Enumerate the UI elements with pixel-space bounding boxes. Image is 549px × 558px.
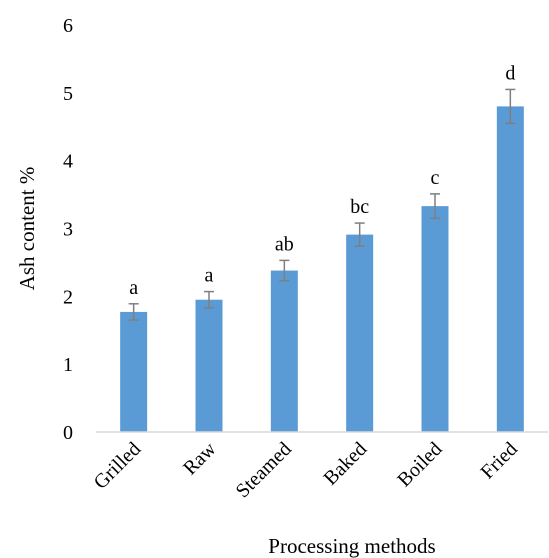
bar bbox=[195, 299, 223, 432]
significance-label: ab bbox=[275, 233, 294, 255]
y-tick-label: 4 bbox=[63, 151, 73, 173]
x-category-label: Baked bbox=[320, 438, 372, 490]
significance-label: a bbox=[205, 265, 214, 287]
error-bar bbox=[430, 193, 440, 220]
error-bars-group bbox=[128, 88, 516, 321]
bar bbox=[346, 234, 374, 432]
x-category-label: Steamed bbox=[232, 438, 296, 502]
bar bbox=[421, 206, 449, 432]
y-tick-label: 1 bbox=[63, 354, 73, 376]
y-tick-label: 2 bbox=[63, 286, 73, 308]
significance-labels-group: a a ab bc c d bbox=[129, 62, 515, 298]
bar bbox=[270, 270, 298, 432]
y-tick-label: 0 bbox=[63, 422, 73, 444]
error-bar bbox=[204, 290, 214, 309]
significance-label: a bbox=[129, 277, 138, 299]
bar bbox=[496, 106, 524, 433]
x-category-label: Boiled bbox=[393, 438, 446, 491]
error-bar bbox=[128, 303, 139, 321]
x-category-label: Fried bbox=[476, 438, 521, 483]
significance-label: c bbox=[431, 167, 440, 189]
y-tick-label: 3 bbox=[63, 219, 73, 241]
category-labels-group: Grilled Raw Steamed Baked Boiled Fried bbox=[90, 438, 522, 503]
y-tick-label: 6 bbox=[63, 15, 73, 37]
significance-label: bc bbox=[350, 196, 369, 218]
y-axis-title: Ash content % bbox=[15, 167, 39, 291]
error-bar bbox=[505, 88, 516, 125]
x-category-label: Raw bbox=[179, 438, 221, 480]
x-axis-title: Processing methods bbox=[268, 534, 435, 558]
error-bar bbox=[354, 222, 365, 247]
y-axis-ticks: 0 1 2 3 4 5 6 bbox=[63, 15, 73, 444]
bars-group bbox=[120, 106, 524, 433]
bar bbox=[120, 311, 148, 432]
error-bar bbox=[279, 259, 290, 282]
x-category-label: Grilled bbox=[90, 438, 146, 494]
significance-label: d bbox=[505, 62, 515, 84]
y-tick-label: 5 bbox=[63, 83, 73, 105]
